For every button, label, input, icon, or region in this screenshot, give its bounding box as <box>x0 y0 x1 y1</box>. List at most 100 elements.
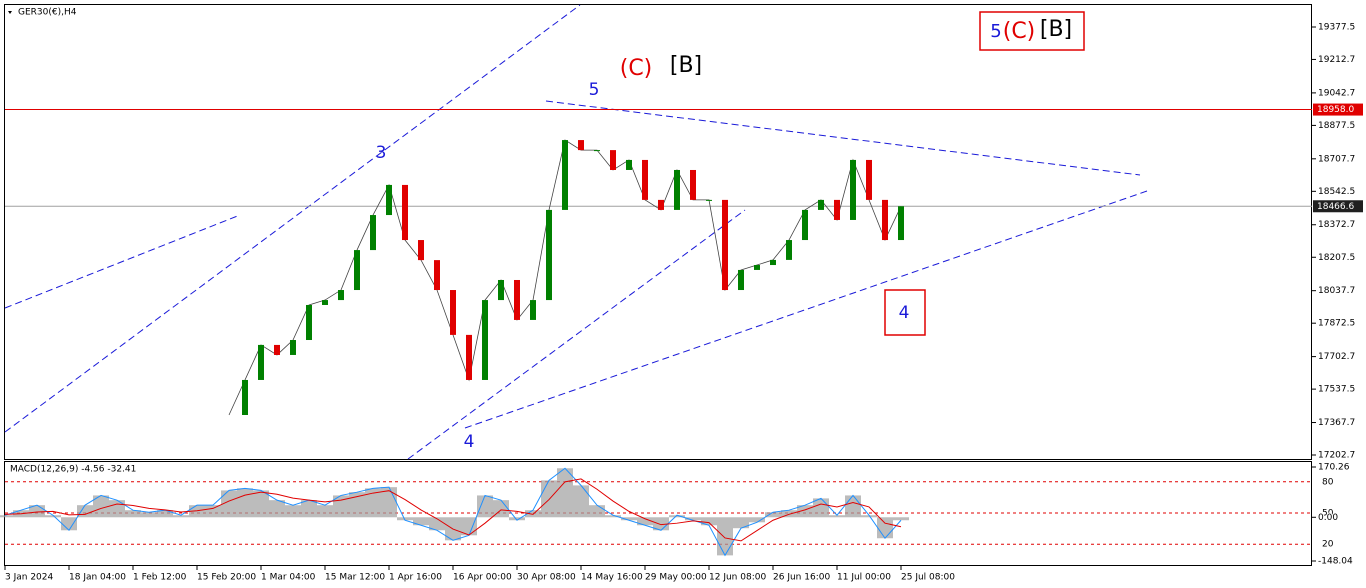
trend-line <box>4 4 581 433</box>
histogram-bar <box>877 517 893 539</box>
x-tick-label: 15 Feb 20:00 <box>197 573 256 583</box>
candle <box>882 199 888 241</box>
histogram-bar <box>93 495 109 518</box>
y-tick-label: 170.26 <box>1318 463 1350 473</box>
candle <box>354 250 360 291</box>
level-tag <box>1313 200 1363 213</box>
x-tick-label: 30 Apr 08:00 <box>517 573 576 583</box>
trend-line <box>407 209 746 460</box>
histogram-bar <box>221 490 237 518</box>
y-tick-label: 18707.7 <box>1318 154 1355 164</box>
signal-line <box>4 478 902 542</box>
histogram-bar <box>845 495 861 518</box>
candle <box>386 184 392 216</box>
y-tick-label: 18877.5 <box>1318 121 1355 131</box>
candle <box>402 184 408 241</box>
candle <box>834 199 840 220</box>
wave-label: 3 <box>376 143 387 163</box>
menu-arrow <box>8 11 12 14</box>
wave-label: [B] <box>670 53 702 78</box>
histogram-bar <box>141 512 157 518</box>
histogram-bar <box>509 517 525 521</box>
candle <box>642 159 648 200</box>
candle <box>578 140 584 151</box>
candle <box>546 209 552 301</box>
x-tick-label: 1 Apr 16:00 <box>389 573 442 583</box>
histogram-bar <box>61 517 77 531</box>
y-tick-label: 17872.5 <box>1318 319 1355 329</box>
y-tick-label: 18207.5 <box>1318 253 1355 263</box>
histogram-bar <box>573 485 589 518</box>
y-tick-label: 17367.7 <box>1318 418 1355 428</box>
x-tick-label: 25 Jul 08:00 <box>901 573 955 583</box>
y-tick-label: 18037.7 <box>1318 286 1355 296</box>
candle <box>338 290 344 301</box>
histogram-bar <box>685 517 701 521</box>
candle <box>786 240 792 260</box>
trend-lines <box>4 4 1148 460</box>
y-tick-label: 17537.5 <box>1318 385 1355 395</box>
histogram-bar <box>205 505 221 518</box>
wave-label: 5 <box>990 21 1001 42</box>
x-tick-label: 18 Jan 04:00 <box>69 573 126 583</box>
histogram-bar <box>397 517 413 521</box>
y-tick-label: 19042.7 <box>1318 88 1355 98</box>
histogram-bar <box>429 517 445 531</box>
histogram-bar <box>253 490 269 518</box>
histogram-bar <box>733 517 749 529</box>
histogram-bar <box>413 517 429 526</box>
y-tick-label: 18542.5 <box>1318 187 1355 197</box>
candle <box>306 304 312 341</box>
chart-title: GER30(€),H4 <box>18 8 77 18</box>
histogram-bar <box>621 517 637 521</box>
level-label: 80 <box>1322 477 1334 487</box>
candle <box>562 140 568 210</box>
y-tick-label: 0.00 <box>1318 513 1338 523</box>
candle <box>610 150 616 170</box>
x-tick-label: 15 Mar 12:00 <box>325 573 385 583</box>
candle <box>818 199 824 210</box>
wave-label: (C) <box>620 56 653 81</box>
wave-label: 4 <box>464 432 475 452</box>
wave-label: [B] <box>1040 17 1072 42</box>
candle <box>466 334 472 380</box>
macd-panel <box>4 461 1312 566</box>
histogram-bar <box>365 488 381 518</box>
wave-box <box>884 289 926 336</box>
candle <box>530 300 536 320</box>
y-tick-label: -148.04 <box>1318 556 1353 566</box>
histogram-bar <box>717 517 733 556</box>
histogram-bar <box>701 517 717 526</box>
histogram-bar <box>77 505 93 518</box>
trend-line <box>545 100 1141 176</box>
histogram-bar <box>605 515 621 518</box>
x-tick-label: 29 May 00:00 <box>645 573 707 583</box>
candle <box>258 344 264 380</box>
level-label: 18466.6 <box>1317 202 1354 212</box>
level-label: 20 <box>1322 540 1334 550</box>
wave-label: (C) <box>1003 19 1036 44</box>
candle <box>274 344 280 355</box>
histogram-bar <box>301 500 317 518</box>
candle <box>498 279 504 301</box>
histogram-bar <box>45 515 61 518</box>
wave-box <box>979 11 1085 51</box>
price-panel <box>4 4 1312 460</box>
histogram-bar <box>317 505 333 518</box>
candle <box>722 199 728 291</box>
histogram-bar <box>637 517 653 526</box>
x-tick-label: 12 Jun 08:00 <box>709 573 766 583</box>
level-label: 18958.0 <box>1317 105 1354 115</box>
candle <box>690 169 696 200</box>
candle <box>738 269 744 291</box>
candle <box>242 379 248 415</box>
y-tick-label: 18372.7 <box>1318 220 1355 230</box>
histogram-bar <box>669 515 685 518</box>
histogram-bar <box>893 517 909 521</box>
candle <box>418 240 424 261</box>
histogram-bar <box>157 510 173 518</box>
trend-line <box>4 214 241 309</box>
candle <box>450 290 456 335</box>
candle <box>770 259 776 266</box>
